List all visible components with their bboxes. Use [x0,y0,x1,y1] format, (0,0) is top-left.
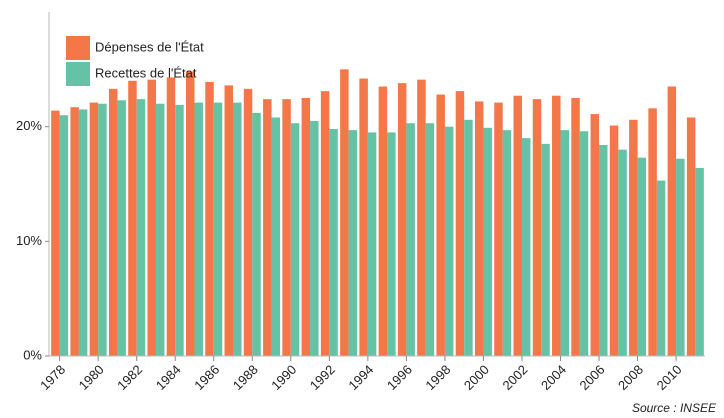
legend-swatch [66,36,90,60]
legend-label: Recettes de l'État [95,65,197,80]
bar [686,117,696,356]
x-tick-label: 1988 [230,362,261,393]
bar [552,95,561,356]
bar [98,103,107,356]
y-tick-label: 0% [23,347,42,362]
legend-swatch [66,62,90,86]
bar [89,102,99,356]
bar [455,91,465,357]
x-tick-label: 2000 [461,362,492,393]
bar [329,128,338,356]
bar [128,80,137,357]
bar [252,112,261,356]
bar [618,149,627,356]
bar [51,110,60,356]
bar [521,138,531,356]
bar [387,132,396,356]
bar [571,98,580,356]
bar [282,99,291,356]
bar [166,77,176,357]
bar [147,79,156,357]
y-tick-label: 10% [16,233,42,248]
bar [406,123,415,356]
bar [378,86,388,357]
bar [464,119,473,356]
bar [348,130,358,356]
bar [629,119,638,356]
bar [301,98,311,356]
bar [590,114,600,356]
bar [494,102,503,356]
bar [444,126,454,357]
bar [136,99,146,356]
bar [425,123,435,356]
bar [320,91,330,357]
bar [310,120,319,356]
bar [483,127,492,357]
x-tick-label: 2004 [538,362,569,393]
bar [513,95,522,356]
bar [579,131,589,356]
x-tick-label: 2002 [499,362,530,393]
bar [474,101,484,356]
bar [155,103,165,356]
bar [560,130,569,356]
x-tick-label: 1994 [345,362,376,393]
bar [205,81,214,357]
x-tick-label: 2008 [615,362,646,393]
bar [656,180,666,356]
x-tick-label: 1986 [191,362,222,393]
bar [436,94,445,356]
bar [271,117,281,356]
bar [59,115,69,356]
bar [541,143,550,356]
bar [417,79,426,357]
x-tick-label: 1984 [153,362,184,393]
bar [108,88,118,357]
legend-label: Dépenses de l'État [95,39,204,54]
x-tick-label: 2010 [654,362,685,393]
x-tick-label: 1978 [37,362,68,393]
source-note: Source : INSEE [632,401,717,415]
bar [290,123,300,356]
bar [70,107,79,356]
bar [194,102,203,356]
x-tick-label: 2006 [577,362,608,393]
bar [637,157,647,356]
y-tick-label: 20% [16,118,42,133]
bar [243,88,253,357]
bar [695,167,704,356]
bar [175,104,184,356]
bar [359,78,368,357]
bar [676,158,685,356]
bar [78,109,88,356]
bar [367,132,377,356]
x-tick-label: 1980 [76,362,107,393]
bar [502,130,512,356]
bar [117,100,126,356]
x-tick-label: 1998 [422,362,453,393]
x-tick-label: 1992 [307,362,338,393]
bar [667,86,677,357]
bar [609,125,619,357]
bar [340,69,349,356]
bar [263,99,272,356]
x-tick-label: 1996 [384,362,415,393]
x-tick-label: 1982 [114,362,145,393]
bar [224,85,234,357]
bar [532,99,542,356]
bar [186,71,195,357]
bar [213,102,223,356]
bar [233,102,242,356]
bar [599,145,608,356]
x-tick-label: 1990 [268,362,299,393]
bar [397,83,407,357]
bar [648,108,657,356]
